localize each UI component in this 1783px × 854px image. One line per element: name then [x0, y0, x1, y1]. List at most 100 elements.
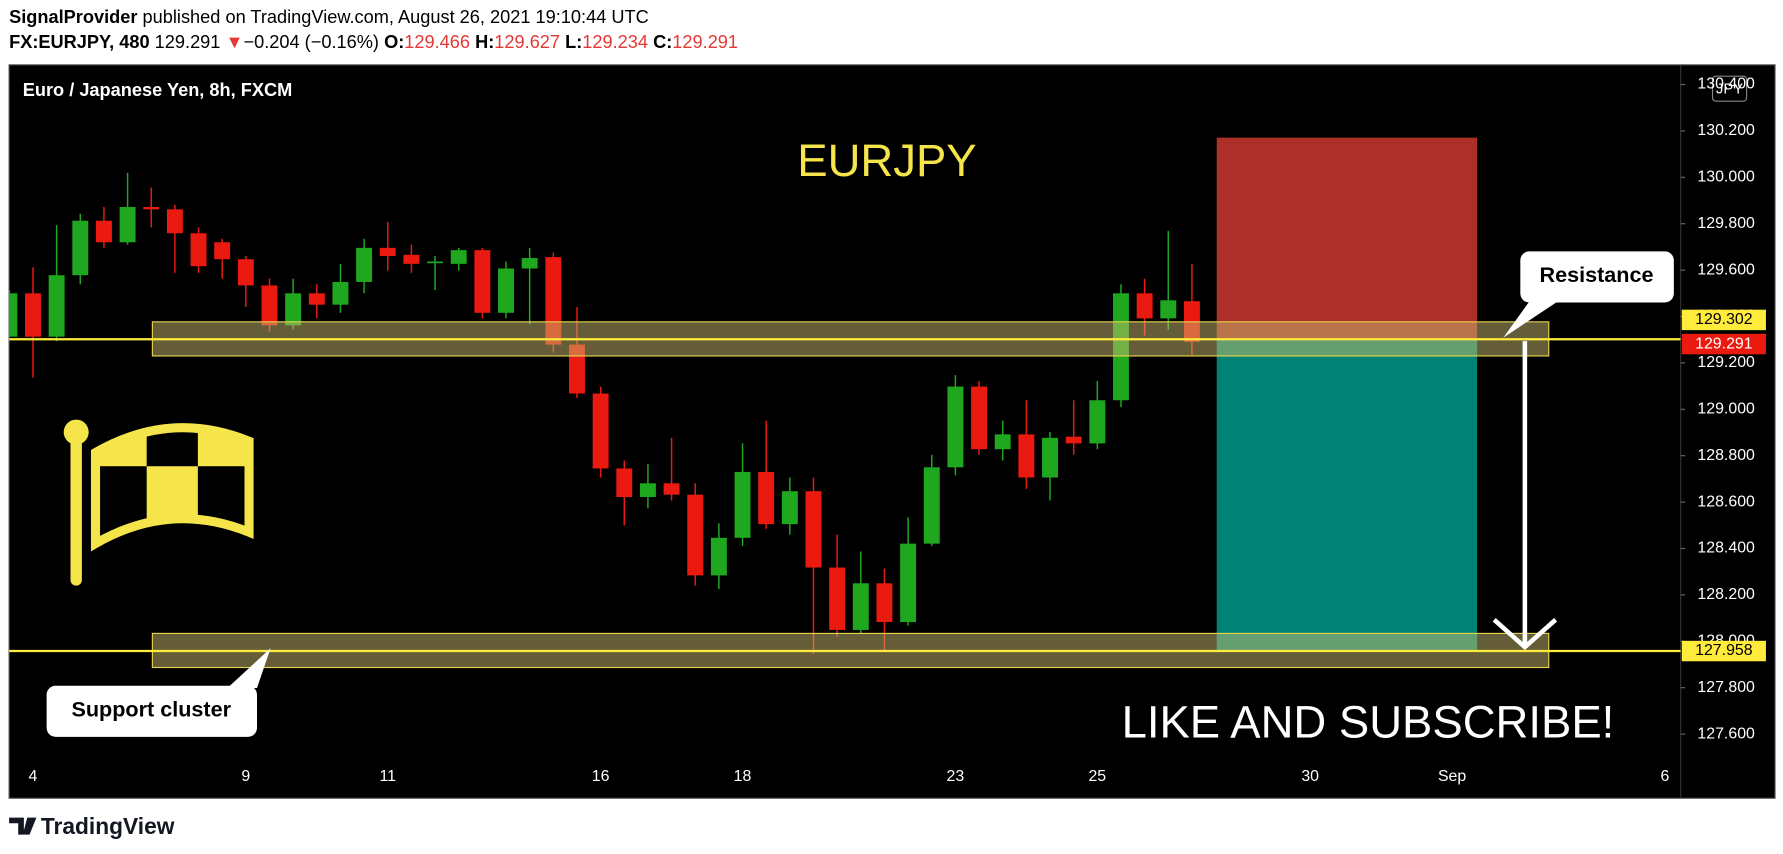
candle-body	[332, 281, 349, 305]
target-zone	[1216, 339, 1478, 652]
candle-body	[450, 250, 467, 264]
candle-body	[498, 268, 514, 313]
currency: JPY	[1716, 82, 1743, 98]
candle-body	[994, 434, 1011, 450]
candle-body	[1018, 434, 1035, 478]
candle-body	[143, 207, 160, 210]
price-tag	[1681, 333, 1766, 355]
candle-body	[663, 483, 680, 495]
flag-icon	[63, 419, 254, 586]
h: 129.627	[494, 32, 560, 52]
callout-text: Resistance	[1539, 262, 1653, 287]
candle-body	[639, 483, 656, 497]
x-tick-label: 6	[1661, 768, 1670, 785]
c-label: C:	[653, 32, 672, 52]
candle-body	[427, 261, 444, 264]
candle-body	[1136, 293, 1153, 319]
chart-background	[8, 64, 1776, 799]
x-tick-label: 16	[592, 768, 610, 785]
candle-body	[900, 543, 917, 623]
candle-body	[923, 467, 940, 544]
candle-body	[48, 275, 65, 337]
candle-body	[237, 259, 254, 286]
price-tag-label: 129.302	[1695, 311, 1753, 328]
y-tick-label: 129.200	[1697, 354, 1755, 371]
x-tick-label: 25	[1088, 768, 1106, 785]
author: SignalProvider	[9, 7, 137, 27]
quote-line: FX:EURJPY, 480 129.291 ▼−0.204 (−0.16%) …	[9, 32, 738, 52]
candle-body	[95, 220, 112, 243]
y-tick-label: 130.400	[1697, 76, 1755, 93]
candle-body	[1042, 437, 1058, 478]
o-label: O:	[384, 32, 404, 52]
target-arrow	[1492, 341, 1558, 651]
y-tick-label: 128.600	[1697, 493, 1755, 510]
h-label: H:	[475, 32, 494, 52]
candle-body	[308, 293, 325, 305]
c: 129.291	[672, 32, 738, 52]
plot	[9, 137, 1681, 669]
candle-body	[971, 386, 988, 450]
candle-body	[734, 471, 751, 538]
candle-body	[214, 242, 231, 260]
candle-body	[72, 220, 89, 276]
flag-outline	[90, 423, 254, 552]
candle-body	[261, 285, 278, 326]
candle-body	[166, 209, 183, 234]
y-tick-label: 128.400	[1697, 540, 1755, 557]
candle-body	[1089, 400, 1106, 444]
change: −0.204 (−0.16%)	[244, 32, 379, 52]
l: 129.234	[582, 32, 648, 52]
symbol-label: EURJPY	[797, 135, 976, 186]
candle-body	[781, 491, 798, 525]
candle-body	[876, 583, 893, 623]
l-label: L:	[565, 32, 582, 52]
candle-body	[474, 250, 491, 313]
candle-body	[710, 537, 727, 576]
logo-mark	[9, 817, 37, 835]
candle-body	[521, 258, 538, 269]
candle-body	[805, 491, 822, 568]
y-tick-label: 128.200	[1697, 586, 1755, 603]
candle-body	[947, 386, 964, 468]
candle-body	[616, 468, 633, 497]
x-tick-label: 30	[1301, 768, 1319, 785]
y-tick-label: 129.600	[1697, 261, 1755, 278]
candle-body	[379, 247, 396, 256]
callout-box	[1520, 251, 1674, 303]
candle-body	[119, 207, 136, 243]
candle-body	[285, 293, 302, 326]
cta: LIKE AND SUBSCRIBE!	[1122, 697, 1615, 748]
symbol: FX:EURJPY, 480	[9, 32, 150, 52]
callout-text: Support cluster	[71, 696, 231, 721]
published: published on TradingView.com, August 26,…	[143, 7, 649, 27]
candle-body	[829, 567, 846, 630]
x-tick-label: 4	[29, 768, 38, 785]
x-tick-label: 11	[379, 768, 396, 785]
resistance-callout: Resistance	[1503, 251, 1674, 338]
candle-body	[852, 583, 869, 630]
price-tag-label: 127.958	[1695, 642, 1753, 659]
candle-body	[592, 393, 609, 469]
chart-title: Euro / Japanese Yen, 8h, FXCM	[23, 80, 293, 100]
publish-line: SignalProvider published on TradingView.…	[9, 7, 649, 27]
candle-body	[1065, 436, 1082, 444]
candle-body	[758, 471, 775, 525]
last: 129.291	[155, 32, 221, 52]
y-tick-label: 127.600	[1697, 725, 1755, 742]
candle-body	[190, 233, 207, 267]
candle-body	[1160, 300, 1177, 319]
y-tick-label: 130.000	[1697, 169, 1755, 186]
x-tick-label: 18	[734, 768, 752, 785]
callout-box	[46, 685, 257, 737]
y-tick-label: 128.800	[1697, 447, 1755, 464]
y-tick-label: 129.000	[1697, 401, 1755, 418]
stop-zone	[1216, 137, 1478, 340]
candle-body	[356, 247, 373, 282]
price-tag	[1681, 309, 1766, 331]
footer-logo: TradingView	[9, 813, 175, 839]
o: 129.466	[404, 32, 470, 52]
price-tag-label: 129.291	[1695, 335, 1753, 352]
